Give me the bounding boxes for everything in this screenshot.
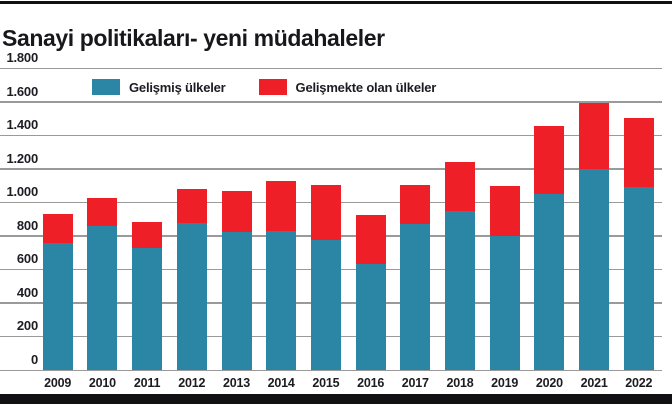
x-axis-tick-2022: 2022: [625, 376, 653, 390]
legend-label-developing: Gelişmekte olan ülkeler: [295, 79, 437, 95]
x-axis-tick-2010: 2010: [88, 376, 116, 390]
developing-color-swatch: [258, 79, 287, 95]
bar-2016-developing-segment: [355, 214, 386, 265]
bar-2022-developing-segment: [623, 118, 654, 188]
chart-legend: Gelişmiş ülkeler Gelişmekte olan ülkeler: [92, 79, 436, 95]
y-axis-tick-600: 600: [16, 251, 38, 267]
x-axis-tick-2016: 2016: [357, 376, 385, 390]
bar-2014-developed-segment: [266, 230, 297, 370]
bar-2018: [445, 161, 475, 370]
bar-2010-developed-segment: [87, 225, 118, 370]
bar-2015-developing-segment: [310, 184, 341, 240]
bar-2014: [266, 181, 297, 370]
bar-2011: [132, 221, 163, 370]
bar-2010: [87, 198, 118, 370]
bar-2015-developed-segment: [310, 239, 341, 370]
bar-2013-developed-segment: [221, 232, 252, 370]
gridline-1800: [0, 67, 662, 69]
y-axis-tick-800: 800: [16, 217, 38, 233]
y-axis-tick-1000: 1.000: [6, 184, 38, 200]
bar-2015: [310, 184, 341, 370]
x-axis-tick-2009: 2009: [44, 376, 72, 390]
bar-2020-developed-segment: [534, 193, 565, 370]
y-axis-tick-1200: 1.200: [6, 150, 38, 166]
x-axis-tick-2012: 2012: [178, 376, 206, 390]
x-axis-tick-2021: 2021: [580, 376, 608, 390]
bar-2017: [400, 184, 431, 370]
legend-item-developed: Gelişmiş ülkeler: [92, 79, 226, 95]
bar-2022: [623, 118, 654, 370]
bar-2016-developed-segment: [355, 264, 386, 370]
x-axis-tick-2018: 2018: [446, 376, 474, 390]
bar-2016: [355, 214, 386, 370]
y-axis-tick-400: 400: [16, 284, 38, 300]
x-axis-tick-2020: 2020: [535, 376, 563, 390]
bar-2019: [489, 186, 520, 370]
y-axis-tick-1600: 1.600: [6, 83, 38, 99]
bar-2021-developing-segment: [579, 103, 610, 169]
bar-2009: [42, 213, 73, 370]
legend-label-developed: Gelişmiş ülkeler: [129, 79, 226, 95]
top-border-rule: [0, 1, 672, 4]
bar-2011-developing-segment: [132, 221, 163, 248]
y-axis-tick-0: 0: [30, 352, 38, 367]
bar-2018-developed-segment: [445, 211, 475, 370]
bar-2013: [221, 191, 252, 370]
bar-2014-developing-segment: [266, 181, 297, 231]
bottom-black-bar: [0, 394, 672, 404]
bar-2019-developed-segment: [489, 235, 520, 370]
bar-2012: [176, 188, 207, 370]
developed-color-swatch: [92, 79, 120, 95]
bar-2013-developing-segment: [221, 191, 252, 233]
chart-title: Sanayi politikaları- yeni müdahaleler: [2, 25, 385, 52]
legend-item-developing: Gelişmekte olan ülkeler: [258, 79, 437, 95]
gridline-0: [0, 369, 662, 371]
x-axis-tick-2015: 2015: [312, 376, 340, 390]
gridline-1400: [0, 134, 662, 137]
bar-2017-developed-segment: [400, 224, 431, 370]
bar-2017-developing-segment: [400, 184, 431, 225]
x-axis-tick-2014: 2014: [267, 376, 295, 390]
bar-2022-developed-segment: [623, 187, 654, 370]
bar-2009-developing-segment: [42, 213, 73, 244]
gridline-1200: [0, 168, 662, 170]
x-axis-tick-2011: 2011: [133, 376, 161, 390]
bar-2011-developed-segment: [132, 247, 163, 370]
bar-2020-developing-segment: [534, 125, 565, 194]
bar-2021-developed-segment: [579, 168, 610, 370]
bar-2018-developing-segment: [445, 161, 475, 212]
gridline-1600: [0, 101, 662, 103]
bar-2009-developed-segment: [42, 243, 73, 370]
bar-2020: [534, 125, 565, 370]
y-axis-tick-200: 200: [16, 318, 38, 334]
bar-2019-developing-segment: [489, 186, 520, 236]
bar-2012-developing-segment: [176, 188, 207, 224]
bar-2012-developed-segment: [176, 223, 207, 370]
y-axis-tick-1400: 1.400: [6, 117, 38, 133]
bar-2021: [579, 103, 610, 370]
bar-2010-developing-segment: [87, 198, 118, 226]
x-axis-tick-2017: 2017: [401, 376, 429, 390]
x-axis-tick-2013: 2013: [222, 376, 251, 390]
x-axis-tick-2019: 2019: [491, 376, 519, 390]
plot-area: 1.800 1.600 1.400 1.200 1.000 800 600 400 200 0 20…: [0, 51, 662, 390]
y-axis-tick-1800: 1.800: [6, 50, 38, 65]
